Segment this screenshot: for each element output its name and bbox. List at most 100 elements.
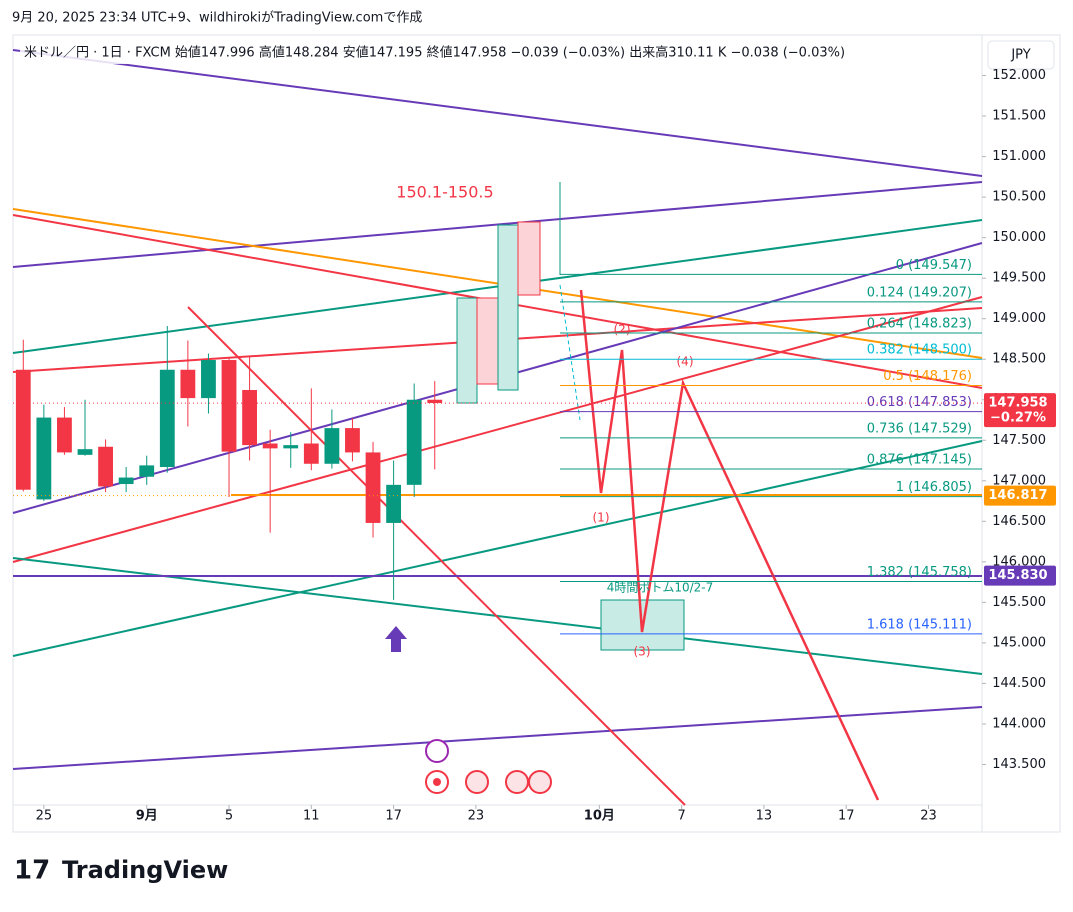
candle-body xyxy=(15,369,31,490)
y-tick-label: 144.500 xyxy=(992,676,1046,691)
projection-box xyxy=(456,297,478,404)
fib-label: 1 (146.805) xyxy=(896,480,972,495)
plot: 150.1-150.5 4時間ボトム10/2-7 (1) (2) (3) (4)… xyxy=(12,49,983,806)
y-tick-label: 145.500 xyxy=(992,595,1046,610)
event-icons xyxy=(425,739,552,794)
y-tick-label: 150.000 xyxy=(992,230,1046,245)
x-tick-label: 9月 xyxy=(136,809,158,824)
wave-label: (4) xyxy=(677,355,694,369)
candle-body xyxy=(283,445,299,449)
y-tick-label: 152.000 xyxy=(992,68,1046,83)
y-tick-label: 144.000 xyxy=(992,716,1046,731)
price-tag xyxy=(984,393,1056,428)
event-icon xyxy=(425,739,449,763)
event-icon xyxy=(465,770,489,794)
fib-label: 0.5 (148.176) xyxy=(883,369,972,384)
x-tick-label: 17 xyxy=(838,809,855,824)
y-tick-label: 146.500 xyxy=(992,514,1046,529)
y-tick-label: 148.500 xyxy=(992,352,1046,367)
y-tick-label: 151.500 xyxy=(992,109,1046,124)
fib-label: 1.618 (145.111) xyxy=(867,617,972,632)
y-tick-label: 146.000 xyxy=(992,554,1046,569)
trend-line xyxy=(187,306,686,806)
price-tag xyxy=(984,485,1056,506)
candle-body xyxy=(386,484,402,523)
price-tag-change: −0.27% xyxy=(990,411,1046,426)
candle-body xyxy=(242,390,257,446)
fib-label: 0.876 (147.145) xyxy=(867,453,972,468)
candle-body xyxy=(324,428,340,464)
event-icon-dot xyxy=(433,778,441,786)
candle-body xyxy=(159,369,175,468)
x-tick-label: 5 xyxy=(225,809,233,824)
trend-lines xyxy=(12,49,983,806)
fib-label: 0 (149.547) xyxy=(896,258,972,273)
fib-label: 0.736 (147.529) xyxy=(867,421,972,436)
projection-box xyxy=(517,221,541,296)
x-tick-label: 25 xyxy=(36,809,53,824)
currency-button[interactable] xyxy=(987,40,1055,70)
y-tick-label: 145.000 xyxy=(992,635,1046,650)
trend-line xyxy=(12,706,983,770)
candle-body xyxy=(180,369,196,399)
candle-body xyxy=(36,417,52,500)
projection-box xyxy=(476,297,499,385)
candle-body xyxy=(365,452,381,523)
candle-body xyxy=(201,360,216,399)
candle-body xyxy=(262,443,278,449)
candle-body xyxy=(98,446,113,487)
projection-box xyxy=(497,224,519,391)
candle-body xyxy=(57,417,72,453)
fib-label: 0.618 (147.853) xyxy=(867,395,972,410)
target-annotation: 150.1-150.5 xyxy=(396,183,493,202)
trend-line xyxy=(12,440,983,657)
dashed-line xyxy=(559,284,581,421)
bottom-annotation: 4時間ボトム10/2-7 xyxy=(607,581,714,595)
y-tick-label: 143.500 xyxy=(992,757,1046,772)
candle-body xyxy=(345,428,360,453)
candle-body xyxy=(406,399,422,485)
candle-body xyxy=(118,477,134,485)
price-tag xyxy=(984,565,1056,586)
y-tick-label: 151.000 xyxy=(992,149,1046,164)
wave-label: (1) xyxy=(593,511,610,525)
logo: TradingView xyxy=(62,856,228,884)
y-tick-label: 147.000 xyxy=(992,473,1046,488)
created-note: 9月 20, 2025 23:34 UTC+9、wildhirokiがTradi… xyxy=(12,11,422,26)
event-icon xyxy=(528,770,552,794)
y-tick-label: 149.000 xyxy=(992,311,1046,326)
x-tick-label: 13 xyxy=(756,809,773,824)
legend-backdrop xyxy=(20,42,900,64)
candle-body xyxy=(221,360,237,452)
price-tag-label: 146.817 xyxy=(988,488,1047,503)
trend-line xyxy=(12,49,983,177)
candle-body xyxy=(427,399,443,403)
price-tag-label: 145.830 xyxy=(988,568,1047,583)
x-tick-label: 23 xyxy=(920,809,937,824)
fib-label: 1.382 (145.758) xyxy=(867,565,972,580)
x-tick-label: 23 xyxy=(468,809,485,824)
logo-mark: 17 xyxy=(14,856,50,886)
wave-path xyxy=(579,289,880,801)
wave-label: (3) xyxy=(634,645,651,659)
y-tick-label: 147.500 xyxy=(992,433,1046,448)
y-tick-label: 149.500 xyxy=(992,271,1046,286)
chart-frame xyxy=(12,34,1061,833)
y-tick-label: 150.500 xyxy=(992,190,1046,205)
candle-body xyxy=(139,465,155,477)
fib-label: 0.382 (148.500) xyxy=(867,343,972,358)
x-tick-label: 7 xyxy=(677,809,685,824)
trend-line xyxy=(12,296,983,563)
x-tick-label: 11 xyxy=(303,809,320,824)
currency-label: JPY xyxy=(1010,48,1030,63)
fib-label: 0.124 (149.207) xyxy=(867,285,972,300)
wave-label: (2) xyxy=(614,323,631,337)
x-tick-label: 10月 xyxy=(584,809,615,824)
candle-body xyxy=(77,449,93,455)
symbol-line: 米ドル／円 · 1日 · FXCM 始値147.996 高値148.284 安値… xyxy=(24,45,845,61)
event-icon xyxy=(505,770,529,794)
price-tag-label: 147.958 xyxy=(988,396,1047,411)
arrow-marker xyxy=(385,626,407,652)
